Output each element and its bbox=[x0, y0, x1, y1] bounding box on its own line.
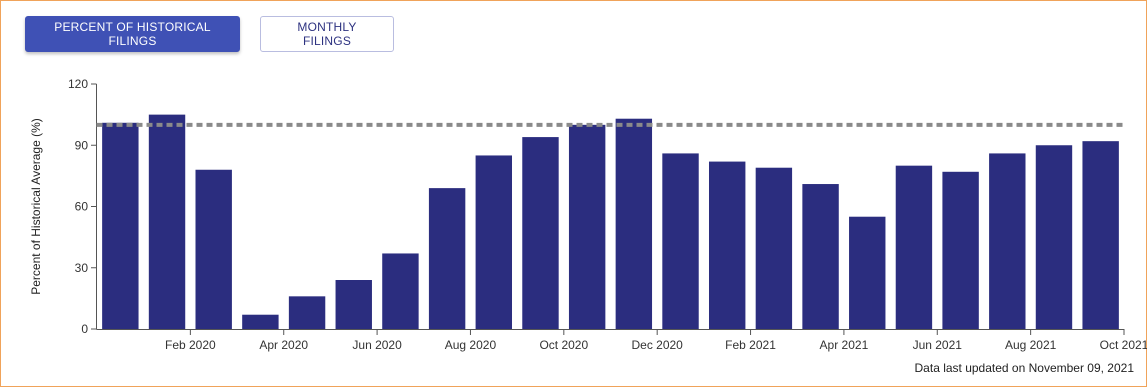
bar-jan-2020[interactable] bbox=[102, 122, 139, 330]
x-axis: Feb 2020 Apr 2020 Jun 2020 Aug 2020 Oct 2020… bbox=[96, 329, 1147, 352]
bar-apr-2021[interactable] bbox=[802, 184, 839, 329]
x-tick-label: Jun 2020 bbox=[352, 338, 402, 352]
y-axis: 0 30 60 90 120 bbox=[68, 77, 97, 336]
bar-sep-2020[interactable] bbox=[475, 155, 513, 329]
percent-of-historical-filings-button[interactable]: PERCENT OF HISTORICAL FILINGS bbox=[25, 16, 240, 52]
bar-jul-2021[interactable] bbox=[942, 171, 979, 329]
x-tick-label: Apr 2020 bbox=[259, 338, 308, 352]
y-tick-label: 60 bbox=[75, 200, 89, 214]
bar-jun-2021[interactable] bbox=[895, 165, 933, 329]
bar-oct-2021[interactable] bbox=[1082, 141, 1119, 329]
x-tick-label: Aug 2021 bbox=[1005, 338, 1057, 352]
y-axis-title: Percent of Historical Average (%) bbox=[29, 118, 43, 295]
last-updated-note: Data last updated on November 09, 2021 bbox=[914, 361, 1134, 375]
x-tick-label: Oct 2020 bbox=[539, 338, 588, 352]
bar-may-2020[interactable] bbox=[288, 296, 326, 329]
bar-apr-2020[interactable] bbox=[242, 314, 279, 329]
bar-may-2021[interactable] bbox=[849, 216, 886, 329]
x-tick-label: Jun 2021 bbox=[913, 338, 963, 352]
monthly-filings-button[interactable]: MONTHLY FILINGS bbox=[260, 16, 394, 52]
bar-aug-2021[interactable] bbox=[989, 153, 1026, 329]
y-tick-label: 0 bbox=[81, 322, 88, 336]
bar-jul-2020[interactable] bbox=[382, 253, 419, 329]
x-tick-label: Oct 2021 bbox=[1100, 338, 1147, 352]
bar-aug-2020[interactable] bbox=[428, 188, 466, 329]
bars-group bbox=[102, 114, 1119, 330]
bar-nov-2020[interactable] bbox=[568, 124, 606, 329]
y-tick-label: 30 bbox=[75, 261, 89, 275]
x-tick-label: Feb 2021 bbox=[725, 338, 776, 352]
y-tick-label: 120 bbox=[68, 77, 88, 91]
bar-mar-2021[interactable] bbox=[755, 167, 793, 329]
y-tick-label: 90 bbox=[75, 138, 89, 152]
x-tick-label: Feb 2020 bbox=[165, 338, 216, 352]
bar-dec-2020[interactable] bbox=[615, 118, 653, 329]
bar-feb-2020[interactable] bbox=[148, 114, 186, 329]
x-tick-label: Apr 2021 bbox=[820, 338, 869, 352]
bar-feb-2021[interactable] bbox=[708, 161, 746, 329]
x-tick-label: Dec 2020 bbox=[631, 338, 683, 352]
bar-oct-2020[interactable] bbox=[522, 137, 559, 329]
bar-jun-2020[interactable] bbox=[335, 280, 372, 329]
bar-sep-2021[interactable] bbox=[1035, 145, 1073, 329]
x-tick-label: Aug 2020 bbox=[445, 338, 497, 352]
bar-mar-2020[interactable] bbox=[195, 169, 232, 329]
bar-jan-2021[interactable] bbox=[662, 153, 699, 329]
